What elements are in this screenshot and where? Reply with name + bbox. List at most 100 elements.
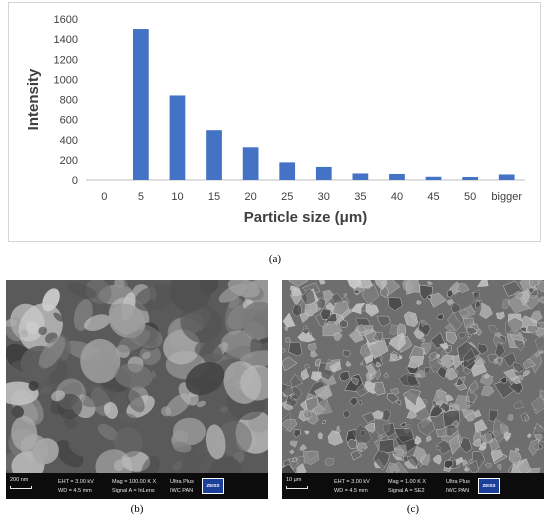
sem-particle — [343, 292, 347, 297]
sem-particle — [342, 349, 351, 358]
institution-value: IWC PAN — [170, 488, 194, 494]
wd-value: WD = 4.5 mm — [58, 488, 92, 494]
sem-particle — [64, 417, 77, 429]
sem-particle — [32, 438, 59, 465]
sem-particle — [38, 336, 66, 369]
sem-particle — [488, 325, 498, 334]
sem-particle — [363, 354, 373, 365]
sem-particle — [95, 449, 133, 473]
sem-particle — [292, 303, 302, 317]
sem-particle — [512, 400, 525, 410]
sem-particle — [502, 351, 517, 368]
sem-particle — [529, 310, 543, 324]
sem-particle — [503, 368, 518, 382]
sem-particle — [25, 320, 39, 334]
sem-particle — [296, 463, 307, 473]
sem-particle — [6, 319, 18, 327]
sem-info-bar-c: 10 μm EHT = 3.00 kV WD = 4.5 mm Mag = 1.… — [282, 473, 544, 499]
sem-particle — [38, 326, 48, 336]
sem-particle — [351, 303, 366, 315]
sem-particle — [514, 447, 520, 452]
sem-particle — [441, 349, 448, 359]
sem-particle — [353, 289, 361, 294]
y-tick-label: 400 — [60, 135, 78, 147]
sem-particle — [402, 388, 422, 407]
sem-particle — [358, 280, 374, 289]
sem-particle — [436, 445, 442, 451]
sem-particle — [514, 291, 524, 299]
x-tick-label: 45 — [427, 191, 439, 203]
bar — [462, 176, 478, 180]
sem-particle — [304, 363, 311, 370]
sem-particle — [417, 417, 436, 437]
sem-particle — [240, 301, 268, 340]
mag-value: Mag = 1.00 K X — [388, 479, 427, 485]
sem-particle — [310, 371, 322, 382]
sem-particle — [512, 339, 525, 351]
sem-particle — [282, 348, 286, 353]
sem-particle — [288, 280, 308, 287]
sem-particle — [383, 372, 389, 379]
sem-particle — [538, 296, 544, 304]
sem-particle — [432, 454, 442, 465]
sem-particle — [329, 360, 342, 373]
sem-particle — [208, 456, 242, 473]
sem-particle — [406, 455, 419, 468]
x-tick-label: 30 — [318, 191, 330, 203]
signal-value: Signal A = SE2 — [388, 488, 425, 494]
sem-particle — [361, 284, 380, 306]
sem-particle — [480, 432, 494, 444]
sem-particle — [436, 365, 448, 380]
sem-particle — [424, 367, 431, 375]
sem-particle — [85, 280, 112, 304]
sem-particle — [517, 458, 532, 473]
sem-particle — [461, 459, 469, 467]
bar — [279, 162, 296, 180]
sem-particle — [439, 342, 449, 350]
y-tick-label: 1000 — [54, 74, 78, 86]
x-axis-label: Particle size (μm) — [244, 209, 367, 226]
sem-particle — [172, 441, 192, 453]
sem-particle — [463, 347, 477, 370]
sem-particle — [374, 280, 388, 291]
detector-value: Ultra Plus — [170, 479, 194, 485]
sem-particle — [410, 314, 418, 322]
sem-texture-b — [6, 280, 268, 473]
sem-particle — [293, 429, 301, 438]
sem-particle — [538, 350, 544, 354]
sem-particle — [318, 280, 326, 285]
sem-particle — [372, 331, 384, 342]
bar — [352, 173, 369, 180]
sem-particle — [495, 311, 505, 320]
sem-particle — [528, 467, 541, 473]
sem-particle — [455, 283, 470, 293]
bar — [242, 147, 259, 180]
sem-particle — [382, 423, 396, 438]
sem-particle — [393, 428, 415, 444]
sem-particle — [445, 331, 458, 345]
sem-particle — [327, 430, 344, 446]
sem-particle — [361, 412, 376, 424]
sem-particle — [533, 408, 539, 415]
sem-particle — [388, 297, 403, 312]
sem-particle — [523, 370, 531, 377]
caption-b: (b) — [130, 503, 144, 515]
sem-particle — [357, 323, 367, 333]
sem-particle — [322, 321, 343, 337]
sem-particle — [457, 332, 466, 339]
sem-particle — [477, 280, 489, 287]
sem-particle — [499, 423, 509, 436]
sem-particle — [507, 292, 530, 314]
sem-particle — [289, 440, 298, 448]
sem-particle — [477, 343, 488, 355]
sem-particle — [508, 380, 524, 395]
sem-particle — [512, 362, 525, 374]
sem-particle — [151, 370, 156, 379]
sem-particle — [444, 344, 453, 354]
sem-particle — [365, 363, 378, 377]
bar — [133, 29, 149, 180]
sem-particle — [491, 449, 504, 462]
sem-particle — [468, 379, 479, 394]
sem-particle — [443, 459, 454, 469]
sem-particle — [524, 414, 530, 423]
